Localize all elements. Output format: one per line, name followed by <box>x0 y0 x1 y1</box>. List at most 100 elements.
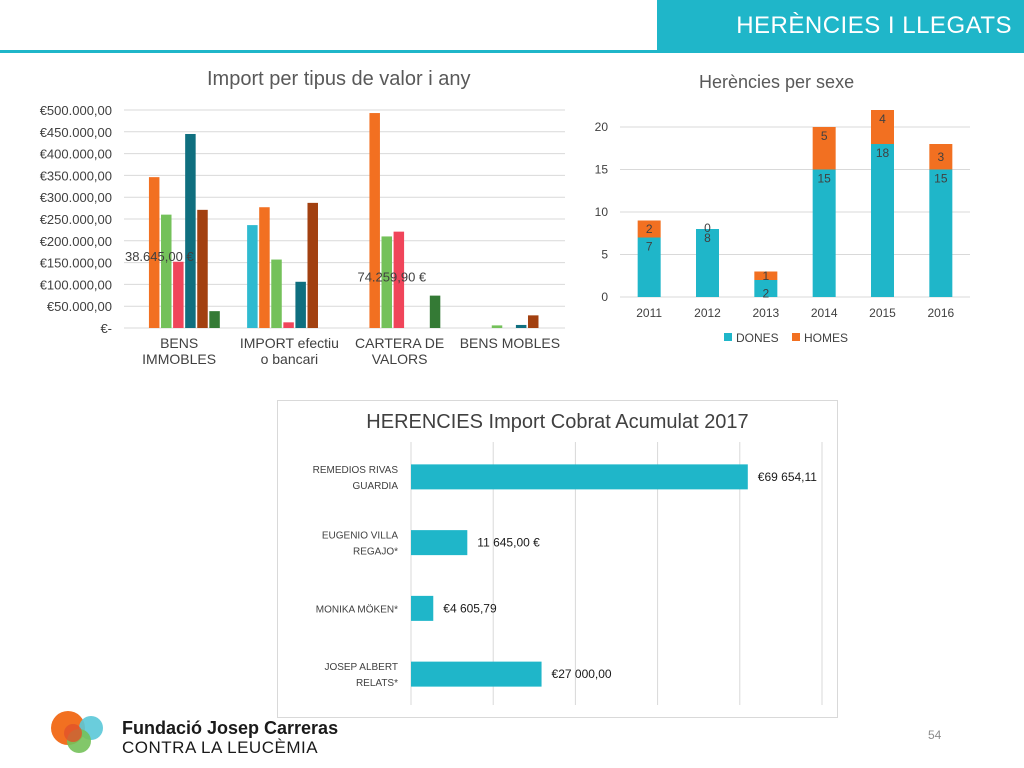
bar-segment <box>754 271 778 280</box>
y-tick-label: €350.000,00 <box>40 168 112 183</box>
data-annotation: 38.645,00 € <box>125 249 194 264</box>
bar <box>173 261 184 328</box>
row-label: REMEDIOS RIVAS <box>313 465 399 476</box>
chart1-value-by-type: €- €50.000,00 €100.000,00 €150.000,00 €200.0… <box>40 103 565 367</box>
foundation-logo-icon <box>51 711 103 753</box>
bar <box>515 324 527 328</box>
legend-label: DONES <box>736 331 779 345</box>
chart2-inheritance-by-sex: 0510152072201180201221201315520141842015… <box>595 110 970 345</box>
bar <box>527 315 539 328</box>
row-label: GUARDIA <box>352 481 398 492</box>
data-label: 0 <box>704 221 711 235</box>
category-label: CARTERA DE <box>355 335 444 351</box>
row-label: EUGENIO VILLA <box>322 531 398 542</box>
bar-segment <box>754 280 778 297</box>
legend-label: HOMES <box>804 331 848 345</box>
bar-segment <box>871 110 894 144</box>
data-label: 3 <box>937 150 944 164</box>
y-tick-label: €100.000,00 <box>40 277 112 292</box>
y-tick-label: €200.000,00 <box>40 234 112 249</box>
bar <box>247 225 258 328</box>
category-label: BENS MOBLES <box>460 335 560 351</box>
category-label: IMPORT efectiu <box>240 335 339 351</box>
y-tick-label: €400.000,00 <box>40 147 112 162</box>
bar-segment <box>812 169 836 297</box>
bar <box>411 530 468 556</box>
bar-segment <box>637 220 661 238</box>
category-label: BENS <box>160 335 198 351</box>
y-tick-label: 5 <box>601 248 608 262</box>
category-label: VALORS <box>372 351 428 367</box>
x-tick-label: 2016 <box>927 306 954 320</box>
chart2-title: Herències per sexe <box>699 72 855 92</box>
x-tick-label: 2013 <box>752 306 779 320</box>
bar <box>393 231 405 328</box>
bar <box>209 311 220 328</box>
bar-segment <box>871 144 894 297</box>
bar <box>185 133 196 328</box>
x-tick-label: 2014 <box>811 306 838 320</box>
chart1-title: Import per tipus de valor i any <box>207 68 471 90</box>
bar <box>307 202 318 328</box>
y-tick-label: 15 <box>595 163 609 177</box>
bar-segment <box>929 169 953 297</box>
bar <box>259 207 270 328</box>
data-label: 8 <box>704 231 711 245</box>
bar <box>148 177 160 328</box>
data-label: €4 605,79 <box>443 601 497 615</box>
data-label: 5 <box>821 129 828 143</box>
x-tick-label: 2011 <box>636 306 662 320</box>
x-tick-label: 2015 <box>869 306 896 320</box>
page-title: HERÈNCIES I LLEGATS <box>736 12 1012 39</box>
chart3-frame <box>277 400 838 718</box>
bar-segment <box>929 144 953 170</box>
bar-segment <box>696 229 719 297</box>
row-label: JOSEP ALBERT <box>324 662 398 673</box>
legend-swatch <box>724 333 732 341</box>
page-number: 54 <box>928 728 942 742</box>
y-tick-label: 20 <box>595 120 609 134</box>
bar <box>161 214 172 328</box>
data-label: 11 645,00 € <box>477 536 540 550</box>
chart3-cumulative-collected: €69 654,11 REMEDIOS RIVAS GUARDIA 11 645,00… <box>313 442 823 705</box>
bar <box>283 322 294 328</box>
y-tick-label: €300.000,00 <box>40 190 112 205</box>
org-tagline: CONTRA LA LEUCÈMIA <box>122 738 319 757</box>
bar <box>411 595 434 621</box>
data-label: 15 <box>817 172 831 186</box>
data-label: €69 654,11 <box>758 470 817 484</box>
data-label: 4 <box>879 112 886 126</box>
bar <box>411 661 542 687</box>
y-tick-label: €250.000,00 <box>40 212 112 227</box>
data-label: 2 <box>646 222 653 236</box>
bar <box>411 464 748 490</box>
bar <box>429 295 441 328</box>
y-tick-label: €500.000,00 <box>40 103 112 118</box>
bar <box>271 259 282 328</box>
bar-segment <box>812 127 836 170</box>
row-label: MONIKA MÖKEN* <box>316 603 398 615</box>
data-label: €27 000,00 <box>552 667 612 681</box>
data-label: 2 <box>762 287 769 301</box>
header-accent-line <box>0 50 660 53</box>
data-label: 7 <box>646 240 653 254</box>
data-annotation: 74.259,90 € <box>357 270 426 285</box>
bar <box>381 236 393 328</box>
bar <box>369 113 380 328</box>
data-label: 15 <box>934 172 948 186</box>
y-tick-label: €150.000,00 <box>40 256 112 271</box>
data-label: 18 <box>876 146 890 160</box>
y-tick-label: €450.000,00 <box>40 125 112 140</box>
y-tick-label: €- <box>100 321 112 336</box>
org-name: Fundació Josep Carreras <box>122 718 339 738</box>
bar <box>295 281 306 328</box>
data-label: 1 <box>762 269 769 283</box>
y-tick-label: €50.000,00 <box>47 299 112 314</box>
y-tick-label: 0 <box>601 290 608 304</box>
bar-segment <box>637 237 661 297</box>
bar <box>197 209 208 328</box>
bar <box>491 325 503 328</box>
category-label: o bancari <box>261 351 319 367</box>
chart3-title: HERENCIES Import Cobrat Acumulat 2017 <box>366 411 749 433</box>
category-label: IMMOBLES <box>142 351 216 367</box>
